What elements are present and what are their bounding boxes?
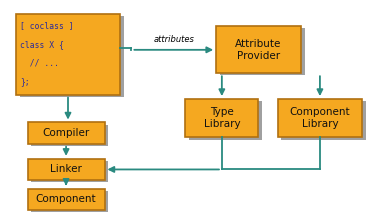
FancyBboxPatch shape — [185, 99, 258, 137]
Text: };: }; — [20, 77, 30, 86]
Text: // ...: // ... — [20, 58, 59, 68]
Text: Type
Library: Type Library — [203, 107, 240, 129]
Text: Component
Library: Component Library — [290, 107, 350, 129]
Text: Component: Component — [36, 194, 96, 204]
Text: Attribute
Provider: Attribute Provider — [235, 39, 281, 61]
Polygon shape — [220, 28, 305, 75]
FancyBboxPatch shape — [28, 159, 105, 180]
Text: attributes: attributes — [153, 35, 194, 45]
Polygon shape — [32, 124, 108, 146]
FancyBboxPatch shape — [16, 14, 120, 95]
FancyBboxPatch shape — [28, 189, 105, 210]
Polygon shape — [20, 16, 124, 97]
Text: Linker: Linker — [50, 164, 82, 174]
Polygon shape — [281, 101, 366, 140]
Polygon shape — [32, 191, 108, 212]
Text: [ coclass ]: [ coclass ] — [20, 21, 74, 30]
Text: class X {: class X { — [20, 40, 64, 49]
FancyBboxPatch shape — [216, 26, 301, 73]
Polygon shape — [32, 161, 108, 182]
Polygon shape — [189, 101, 262, 140]
FancyBboxPatch shape — [278, 99, 362, 137]
FancyBboxPatch shape — [28, 123, 105, 144]
Text: Compiler: Compiler — [42, 128, 90, 138]
